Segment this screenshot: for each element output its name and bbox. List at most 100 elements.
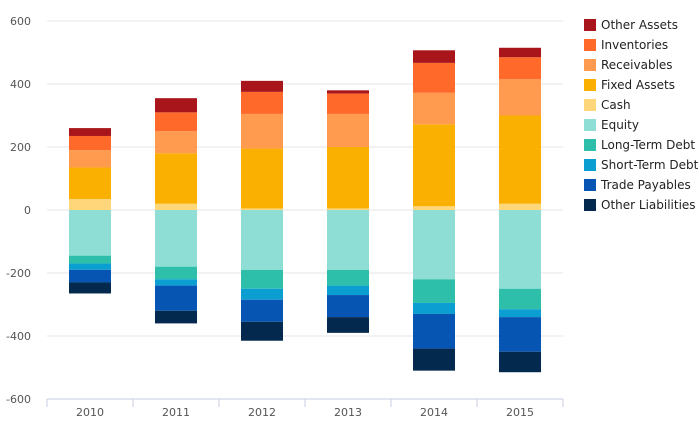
bar-segment[interactable] bbox=[155, 266, 197, 280]
bar-segment[interactable] bbox=[69, 135, 111, 151]
x-tick-label: 2013 bbox=[334, 406, 362, 419]
legend-item[interactable]: Fixed Assets bbox=[584, 78, 675, 92]
bar-segment[interactable] bbox=[499, 288, 541, 310]
bar-segment[interactable] bbox=[155, 285, 197, 311]
bar-segment[interactable] bbox=[155, 153, 197, 204]
bar-segment[interactable] bbox=[241, 288, 283, 300]
legend-item[interactable]: Long-Term Debt bbox=[584, 138, 695, 152]
bar-segment[interactable] bbox=[69, 210, 111, 256]
bar-segment[interactable] bbox=[241, 208, 283, 210]
bar-segment[interactable] bbox=[499, 309, 541, 318]
bar-segment[interactable] bbox=[155, 98, 197, 113]
bar-segment[interactable] bbox=[327, 269, 369, 286]
y-tick-label: -600 bbox=[6, 393, 31, 406]
bar-segment[interactable] bbox=[327, 208, 369, 210]
legend-item[interactable]: Other Assets bbox=[584, 18, 678, 32]
legend: Other Assets Inventories Receivables Fixed … bbox=[584, 18, 699, 212]
bar-segment[interactable] bbox=[327, 285, 369, 296]
y-tick-label: -400 bbox=[6, 330, 31, 343]
bar-segment[interactable] bbox=[155, 131, 197, 154]
bar-segment[interactable] bbox=[155, 203, 197, 210]
legend-label: Equity bbox=[601, 118, 639, 132]
bar-segment[interactable] bbox=[327, 147, 369, 209]
bar-segment[interactable] bbox=[327, 317, 369, 333]
bar-segment[interactable] bbox=[241, 299, 283, 322]
bar-segment[interactable] bbox=[155, 279, 197, 286]
bar-segment[interactable] bbox=[155, 210, 197, 267]
bar-segment[interactable] bbox=[241, 80, 283, 92]
bar-segment[interactable] bbox=[241, 113, 283, 149]
bar-segment[interactable] bbox=[155, 112, 197, 132]
x-tick-label: 2012 bbox=[248, 406, 276, 419]
bar-segment[interactable] bbox=[69, 263, 111, 270]
legend-label: Fixed Assets bbox=[601, 78, 675, 92]
bar-segment[interactable] bbox=[69, 167, 111, 199]
bar-segment[interactable] bbox=[413, 206, 455, 210]
bar-segment[interactable] bbox=[69, 255, 111, 264]
legend-item[interactable]: Equity bbox=[584, 118, 639, 132]
bar-segment[interactable] bbox=[413, 348, 455, 371]
bar-segment[interactable] bbox=[499, 115, 541, 204]
legend-label: Other Assets bbox=[601, 18, 678, 32]
bar-segment[interactable] bbox=[499, 210, 541, 289]
bar-segment[interactable] bbox=[155, 310, 197, 324]
legend-item[interactable]: Cash bbox=[584, 98, 631, 112]
y-tick-label: -200 bbox=[6, 267, 31, 280]
y-tick-label: 400 bbox=[10, 78, 31, 91]
bar-segment[interactable] bbox=[69, 128, 111, 136]
bar-segment[interactable] bbox=[327, 113, 369, 147]
y-tick-label: 0 bbox=[24, 204, 31, 217]
bar-segment[interactable] bbox=[499, 79, 541, 116]
bar-segment[interactable] bbox=[413, 50, 455, 63]
bar-segment[interactable] bbox=[69, 269, 111, 283]
legend-swatch bbox=[584, 59, 596, 71]
axes: -600 -400 -200 0 200 400 600 2010 2011 2012 2013 20… bbox=[6, 15, 564, 419]
bar-segment[interactable] bbox=[499, 317, 541, 352]
bar-segment[interactable] bbox=[413, 302, 455, 314]
bar-segment[interactable] bbox=[69, 282, 111, 294]
legend-item[interactable]: Short-Term Debt bbox=[584, 158, 699, 172]
bar-segment[interactable] bbox=[241, 148, 283, 209]
bar-segment[interactable] bbox=[327, 93, 369, 114]
legend-label: Receivables bbox=[601, 58, 673, 72]
legend-item[interactable]: Trade Payables bbox=[584, 178, 691, 192]
bar-segment[interactable] bbox=[499, 57, 541, 80]
gridlines bbox=[47, 20, 563, 337]
bar-segment[interactable] bbox=[413, 313, 455, 349]
bar-segment[interactable] bbox=[413, 124, 455, 207]
legend-label: Cash bbox=[601, 98, 631, 112]
bar-segment[interactable] bbox=[327, 295, 369, 318]
legend-swatch bbox=[584, 199, 596, 211]
bar-segment[interactable] bbox=[499, 47, 541, 58]
legend-swatch bbox=[584, 179, 596, 191]
bar-segment[interactable] bbox=[499, 203, 541, 210]
legend-item[interactable]: Receivables bbox=[584, 58, 673, 72]
legend-swatch bbox=[584, 99, 596, 111]
x-tick-label: 2011 bbox=[162, 406, 190, 419]
bar-segment[interactable] bbox=[413, 92, 455, 125]
bar-segment[interactable] bbox=[327, 210, 369, 270]
legend-label: Inventories bbox=[601, 38, 668, 52]
bar-segment[interactable] bbox=[241, 269, 283, 289]
x-tick-label: 2010 bbox=[76, 406, 104, 419]
legend-item[interactable]: Other Liabilities bbox=[584, 198, 696, 212]
legend-item[interactable]: Inventories bbox=[584, 38, 668, 52]
bar-segment[interactable] bbox=[413, 62, 455, 93]
bar-segment[interactable] bbox=[241, 321, 283, 341]
legend-swatch bbox=[584, 19, 596, 31]
bar-segment[interactable] bbox=[69, 198, 111, 210]
x-tick-label: 2015 bbox=[506, 406, 534, 419]
legend-swatch bbox=[584, 39, 596, 51]
bars bbox=[69, 47, 541, 373]
bar-segment[interactable] bbox=[327, 90, 369, 94]
bar-segment[interactable] bbox=[499, 351, 541, 373]
bar-segment[interactable] bbox=[69, 150, 111, 168]
y-tick-label: 600 bbox=[10, 15, 31, 28]
bar-segment[interactable] bbox=[241, 210, 283, 270]
legend-label: Trade Payables bbox=[600, 178, 691, 192]
legend-label: Other Liabilities bbox=[601, 198, 696, 212]
bar-segment[interactable] bbox=[413, 279, 455, 303]
bar-segment[interactable] bbox=[413, 210, 455, 280]
bar-segment[interactable] bbox=[241, 91, 283, 114]
